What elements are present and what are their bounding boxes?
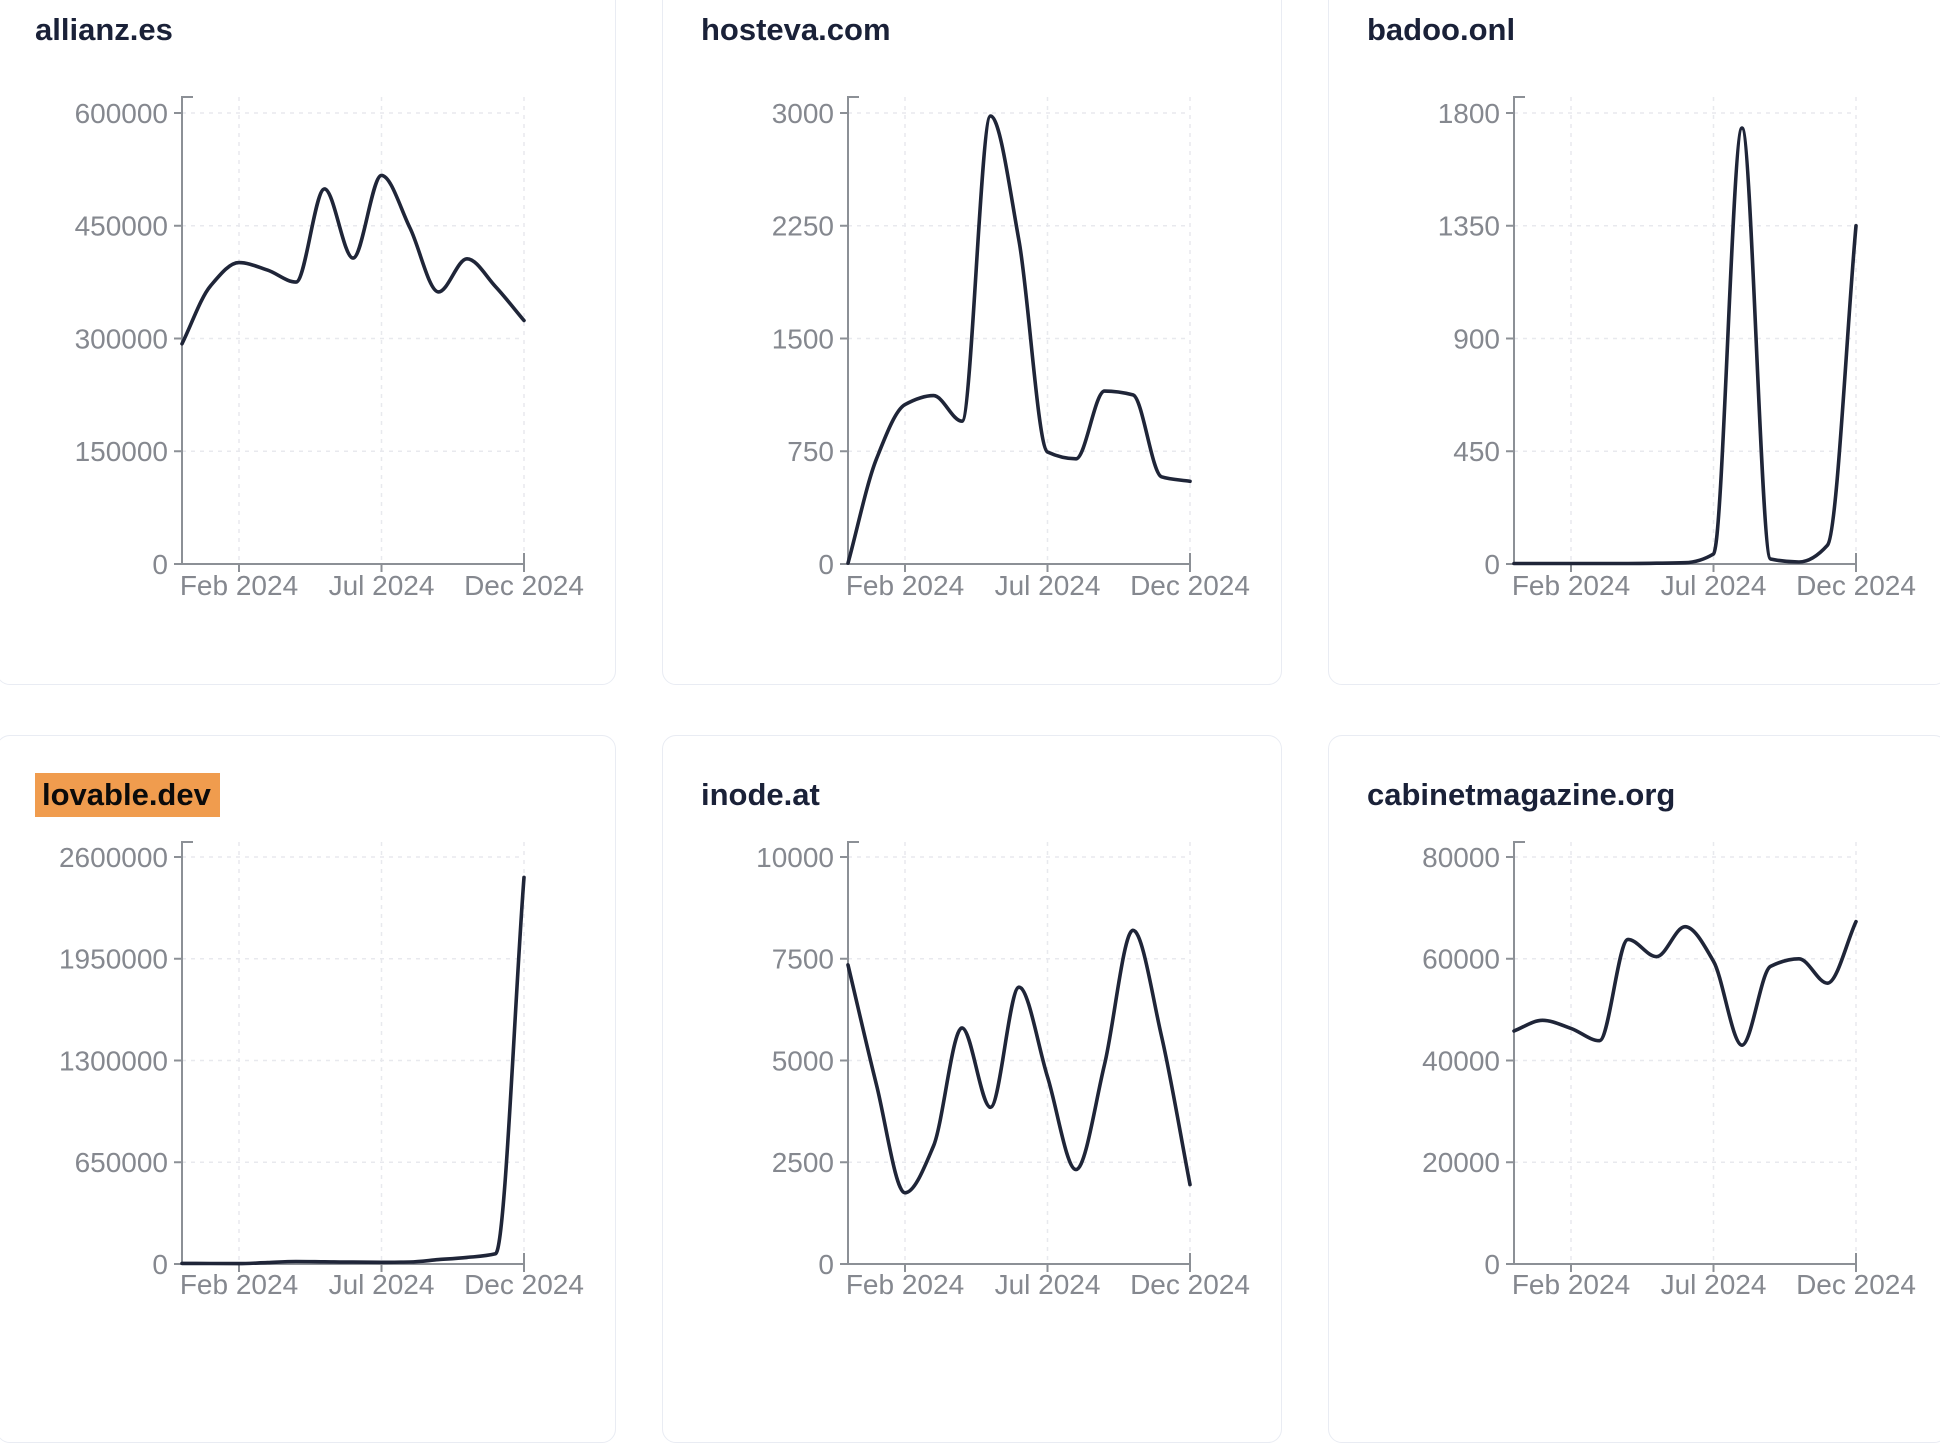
x-tick-label: Jul 2024	[995, 1269, 1101, 1300]
x-tick-label: Jul 2024	[1661, 570, 1767, 601]
y-tick-label: 3000	[772, 98, 834, 129]
y-tick-label: 1800	[1438, 98, 1500, 129]
traffic-line	[846, 928, 1192, 1195]
x-axis	[848, 1253, 1191, 1265]
x-tick-label: Feb 2024	[846, 1269, 964, 1300]
domain-label: inode.at	[701, 777, 820, 812]
y-tick-label: 0	[818, 1249, 834, 1280]
domain-label: allianz.es	[35, 12, 173, 47]
chart-card-lovable-dev: lovable.dev 0 650000 1300000 1950000 2600000…	[0, 735, 616, 1443]
y-tick-label: 1950000	[59, 944, 168, 975]
y-tick-label: 20000	[1422, 1147, 1500, 1178]
line-chart: 0 650000 1300000 1950000 2600000 Feb 2024 Jul …	[59, 841, 584, 1300]
x-tick-label: Feb 2024	[180, 1269, 298, 1300]
chart-title: hosteva.com	[701, 11, 891, 49]
y-tick-label: 0	[1484, 549, 1500, 580]
y-tick-label: 300000	[75, 323, 168, 354]
chart-card-cabinetmagazine-org: cabinetmagazine.org 0 20000 40000 60000 8000…	[1328, 735, 1940, 1443]
x-tick-label: Dec 2024	[464, 570, 584, 601]
line-chart: 0 450 900 1350 1800 Feb 2024 Jul 2024 Dec 2024	[1438, 96, 1916, 601]
y-tick-label: 10000	[756, 842, 834, 873]
y-axis	[1513, 841, 1525, 1264]
x-axis	[848, 553, 1191, 565]
y-tick-label: 0	[1484, 1249, 1500, 1280]
line-chart: 0 20000 40000 60000 80000 Feb 2024 Jul 2024 Dec…	[1422, 841, 1916, 1300]
traffic-line	[846, 114, 1192, 565]
chart-title: allianz.es	[35, 11, 173, 49]
x-tick-label: Feb 2024	[1512, 570, 1630, 601]
y-tick-label: 2250	[772, 211, 834, 242]
line-chart: 0 2500 5000 7500 10000 Feb 2024 Jul 2024 Dec 20…	[756, 841, 1250, 1300]
x-tick-label: Dec 2024	[464, 1269, 584, 1300]
x-tick-label: Jul 2024	[1661, 1269, 1767, 1300]
y-tick-label: 600000	[75, 98, 168, 129]
domain-label: cabinetmagazine.org	[1367, 777, 1676, 812]
y-tick-label: 1300000	[59, 1045, 168, 1076]
chart-title: cabinetmagazine.org	[1367, 776, 1675, 814]
x-tick-label: Dec 2024	[1130, 1269, 1250, 1300]
y-axis	[847, 841, 859, 1264]
traffic-line	[180, 875, 526, 1266]
y-tick-label: 5000	[772, 1045, 834, 1076]
y-tick-label: 1500	[772, 323, 834, 354]
chart-title: lovable.dev	[35, 773, 220, 817]
chart-title: badoo.onl	[1367, 11, 1515, 49]
domain-label: hosteva.com	[701, 12, 891, 47]
x-tick-label: Feb 2024	[846, 570, 964, 601]
traffic-line	[1512, 919, 1858, 1047]
chart-title: inode.at	[701, 776, 820, 814]
y-tick-label: 450000	[75, 211, 168, 242]
y-tick-label: 1350	[1438, 211, 1500, 242]
x-tick-label: Jul 2024	[329, 570, 435, 601]
y-axis	[181, 96, 193, 564]
x-tick-label: Dec 2024	[1130, 570, 1250, 601]
y-tick-label: 2600000	[59, 842, 168, 873]
line-chart: 0 750 1500 2250 3000 Feb 2024 Jul 2024 Dec 2024	[772, 96, 1250, 601]
y-tick-label: 900	[1453, 323, 1500, 354]
x-tick-label: Dec 2024	[1796, 570, 1916, 601]
y-tick-label: 650000	[75, 1147, 168, 1178]
y-tick-label: 2500	[772, 1147, 834, 1178]
chart-card-inode-at: inode.at 0 2500 5000 7500 10000 Feb 2024 Jul 2…	[662, 735, 1282, 1443]
x-tick-label: Feb 2024	[180, 570, 298, 601]
y-axis	[847, 96, 859, 564]
traffic-line	[1512, 126, 1858, 566]
line-chart: 0 150000 300000 450000 600000 Feb 2024 Jul 202…	[75, 96, 584, 601]
x-axis	[182, 553, 525, 565]
chart-card-badoo-onl: badoo.onl 0 450 900 1350 1800 Feb 2024 Jul 202…	[1328, 0, 1940, 685]
y-tick-label: 150000	[75, 436, 168, 467]
y-tick-label: 0	[152, 1249, 168, 1280]
chart-card-hosteva-com: hosteva.com 0 750 1500 2250 3000 Feb 2024 Jul …	[662, 0, 1282, 685]
y-axis	[181, 841, 193, 1264]
y-tick-label: 7500	[772, 944, 834, 975]
x-tick-label: Jul 2024	[329, 1269, 435, 1300]
x-tick-label: Jul 2024	[995, 570, 1101, 601]
y-tick-label: 60000	[1422, 944, 1500, 975]
y-axis	[1513, 96, 1525, 564]
x-tick-label: Feb 2024	[1512, 1269, 1630, 1300]
y-tick-label: 0	[152, 549, 168, 580]
chart-card-allianz-es: allianz.es 0 150000 300000 450000 600000 Feb …	[0, 0, 616, 685]
y-tick-label: 40000	[1422, 1045, 1500, 1076]
domain-label: badoo.onl	[1367, 12, 1516, 47]
y-tick-label: 80000	[1422, 842, 1500, 873]
y-tick-label: 0	[818, 549, 834, 580]
traffic-line	[180, 173, 526, 346]
x-axis	[1514, 1253, 1857, 1265]
highlighted-domain-label: lovable.dev	[35, 773, 220, 817]
y-tick-label: 450	[1453, 436, 1500, 467]
x-tick-label: Dec 2024	[1796, 1269, 1916, 1300]
y-tick-label: 750	[787, 436, 834, 467]
